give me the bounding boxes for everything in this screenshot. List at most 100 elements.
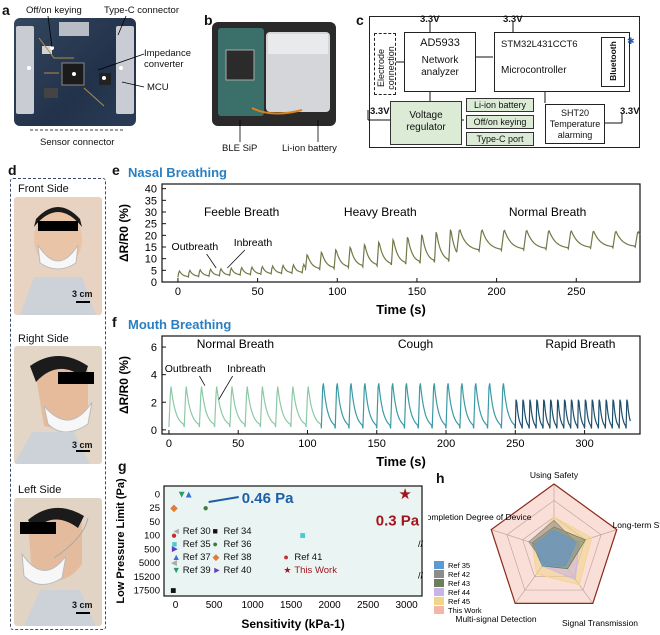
voltage-regulator-block: Voltage regulator bbox=[390, 101, 462, 145]
x-tick-label: 250 bbox=[506, 438, 524, 450]
legend-swatch-ref-45 bbox=[434, 597, 444, 605]
right-face-photo: 3 cm bbox=[14, 346, 102, 464]
y-tick-label: 20 bbox=[145, 230, 157, 242]
y-tick-label: 0 bbox=[151, 277, 157, 289]
nasal-breathing-title: Nasal Breathing bbox=[128, 165, 227, 180]
panel-label-d: d bbox=[8, 162, 17, 178]
point-ref-40: ► bbox=[170, 544, 180, 555]
pcb-photo bbox=[14, 18, 136, 126]
series-line-normal-breath bbox=[168, 386, 322, 428]
y-tick-label: 2 bbox=[151, 397, 157, 409]
annot-arrow-out bbox=[199, 375, 206, 386]
panel-a-leader-lines bbox=[30, 15, 145, 131]
y-tick-label: 10 bbox=[145, 254, 157, 266]
legend-label-ref-44: Ref 44 bbox=[448, 588, 470, 597]
x-axis-label: Time (s) bbox=[376, 302, 426, 317]
axis-label-using-safety: Using Safety bbox=[530, 470, 579, 480]
legend-label-ref-34: Ref 34 bbox=[224, 526, 252, 537]
plot-frame bbox=[161, 335, 641, 435]
legend-label-ref-36: Ref 36 bbox=[224, 539, 252, 550]
pcb-circuit-drawing bbox=[16, 22, 134, 114]
legend-marker-ref-38: ◆ bbox=[213, 552, 220, 562]
x-tick-label: 0 bbox=[175, 286, 181, 298]
x-tick-label: 3000 bbox=[395, 600, 418, 611]
x-tick-label: 500 bbox=[206, 600, 223, 611]
electrode-connection-label: Electrode connection bbox=[376, 46, 396, 90]
y-tick-label: 4 bbox=[151, 370, 157, 382]
pressure-scatter-chart: 0 25 50 100 500 5000 15200 17500 0 500 1000 1500 200… bbox=[115, 478, 424, 631]
y-tick-label: 500 bbox=[144, 544, 160, 555]
axis-break-mark: // bbox=[418, 570, 424, 580]
legend-marker-ref-35: ■ bbox=[172, 539, 177, 549]
legend-label-ref-45: Ref 45 bbox=[448, 597, 470, 606]
y-axis-label: Low Pressure Limit (Pa) bbox=[115, 478, 127, 604]
x-tick-label: 1500 bbox=[280, 600, 303, 611]
panel-b-leader-lines bbox=[239, 120, 319, 142]
y-tick-label: 30 bbox=[145, 207, 157, 219]
region-label-feeble: Feeble Breath bbox=[204, 205, 279, 219]
y-tick-label: 17500 bbox=[134, 586, 160, 597]
panel-label-b: b bbox=[204, 12, 213, 28]
annot-arrow-out bbox=[206, 253, 217, 269]
battery-photo bbox=[212, 22, 336, 126]
axis-break-mark: // bbox=[418, 539, 424, 549]
legend-label-ref-35: Ref 35 bbox=[183, 539, 211, 550]
series-line-cough bbox=[320, 383, 516, 429]
y-tick-label: 100 bbox=[144, 531, 160, 542]
x-tick-label: 250 bbox=[567, 286, 585, 298]
x-tick-label: 300 bbox=[575, 438, 593, 450]
legend-label-ref-42: Ref 42 bbox=[448, 570, 470, 579]
voltage-label-4: 3.3V bbox=[620, 106, 640, 117]
x-tick-label: 2000 bbox=[318, 600, 341, 611]
front-side-label: Front Side bbox=[18, 183, 69, 195]
annot-outbreath: Outbreath bbox=[172, 241, 219, 253]
legend-label-ref-35: Ref 35 bbox=[448, 561, 470, 570]
ad5933-subtitle: Network analyzer bbox=[421, 55, 459, 78]
ad5933-block: AD5933 Network analyzer bbox=[404, 32, 476, 92]
x-tick-label: 200 bbox=[437, 438, 455, 450]
annot-inbreath: Inbreath bbox=[227, 363, 266, 375]
legend-label-this-work: This Work bbox=[448, 606, 482, 615]
y-tick-label: 0 bbox=[155, 490, 160, 501]
series-line-rapid-breath bbox=[514, 399, 631, 429]
y-tick-label: 35 bbox=[145, 195, 157, 207]
legend-swatch-ref-44 bbox=[434, 588, 444, 596]
legend-swatch-ref-42 bbox=[434, 570, 444, 578]
axis-label-completion-degree: Completion Degree of Device bbox=[428, 512, 532, 522]
axis-label-multi-signal-detection: Multi-signal Detection bbox=[455, 614, 537, 624]
legend-swatch-ref-43 bbox=[434, 579, 444, 587]
offon-keying-block: Off/on keying bbox=[466, 115, 534, 129]
typec-port-block: Type-C port bbox=[466, 132, 534, 146]
legend-marker-ref-37: ▲ bbox=[172, 552, 181, 562]
legend-marker-ref-39: ▼ bbox=[172, 565, 181, 575]
y-tick-label: 50 bbox=[149, 517, 160, 528]
mcu-block: STM32L431CCT6 Microcontroller Bluetooth bbox=[494, 32, 630, 92]
mcu-title: STM32L431CCT6 bbox=[501, 39, 578, 50]
x-tick-label: 50 bbox=[251, 286, 263, 298]
plot-frame bbox=[163, 485, 423, 597]
annot-046pa: 0.46 Pa bbox=[242, 490, 294, 507]
axis-label-signal-transmission: Signal Transmission bbox=[562, 618, 638, 628]
x-tick-label: 1000 bbox=[241, 600, 264, 611]
label-impedance-converter: Impedance converter bbox=[144, 48, 192, 70]
x-tick-label: 0 bbox=[173, 600, 179, 611]
y-tick-label: 5000 bbox=[139, 558, 160, 569]
legend-label-this-work: This Work bbox=[294, 565, 337, 576]
mcu-subtitle: Microcontroller bbox=[501, 65, 567, 76]
label-sensor-connector: Sensor connector bbox=[40, 137, 115, 148]
x-tick-label: 100 bbox=[298, 438, 316, 450]
panel-label-h: h bbox=[436, 470, 445, 486]
left-face-drawing bbox=[20, 507, 96, 626]
left-side-label: Left Side bbox=[18, 484, 62, 496]
x-tick-label: 150 bbox=[408, 286, 426, 298]
scale-bar-3: 3 cm bbox=[72, 600, 93, 610]
voltage-label-1: 3.3V bbox=[420, 14, 440, 25]
annot-arrow-in bbox=[227, 249, 246, 269]
scale-bar-2: 3 cm bbox=[72, 440, 93, 450]
annot-arrow bbox=[208, 496, 239, 503]
label-ble-sip: BLE SiP bbox=[222, 143, 258, 154]
mouth-breathing-chart: 0 2 4 6 0 50 100 150 200 250 300 Time (s) ΔR/R0 (%) N… bbox=[117, 335, 641, 469]
x-axis-label: Sensitivity (kPa-1) bbox=[241, 617, 344, 631]
annot-inbreath: Inbreath bbox=[234, 237, 273, 249]
x-tick-label: 2500 bbox=[357, 600, 380, 611]
